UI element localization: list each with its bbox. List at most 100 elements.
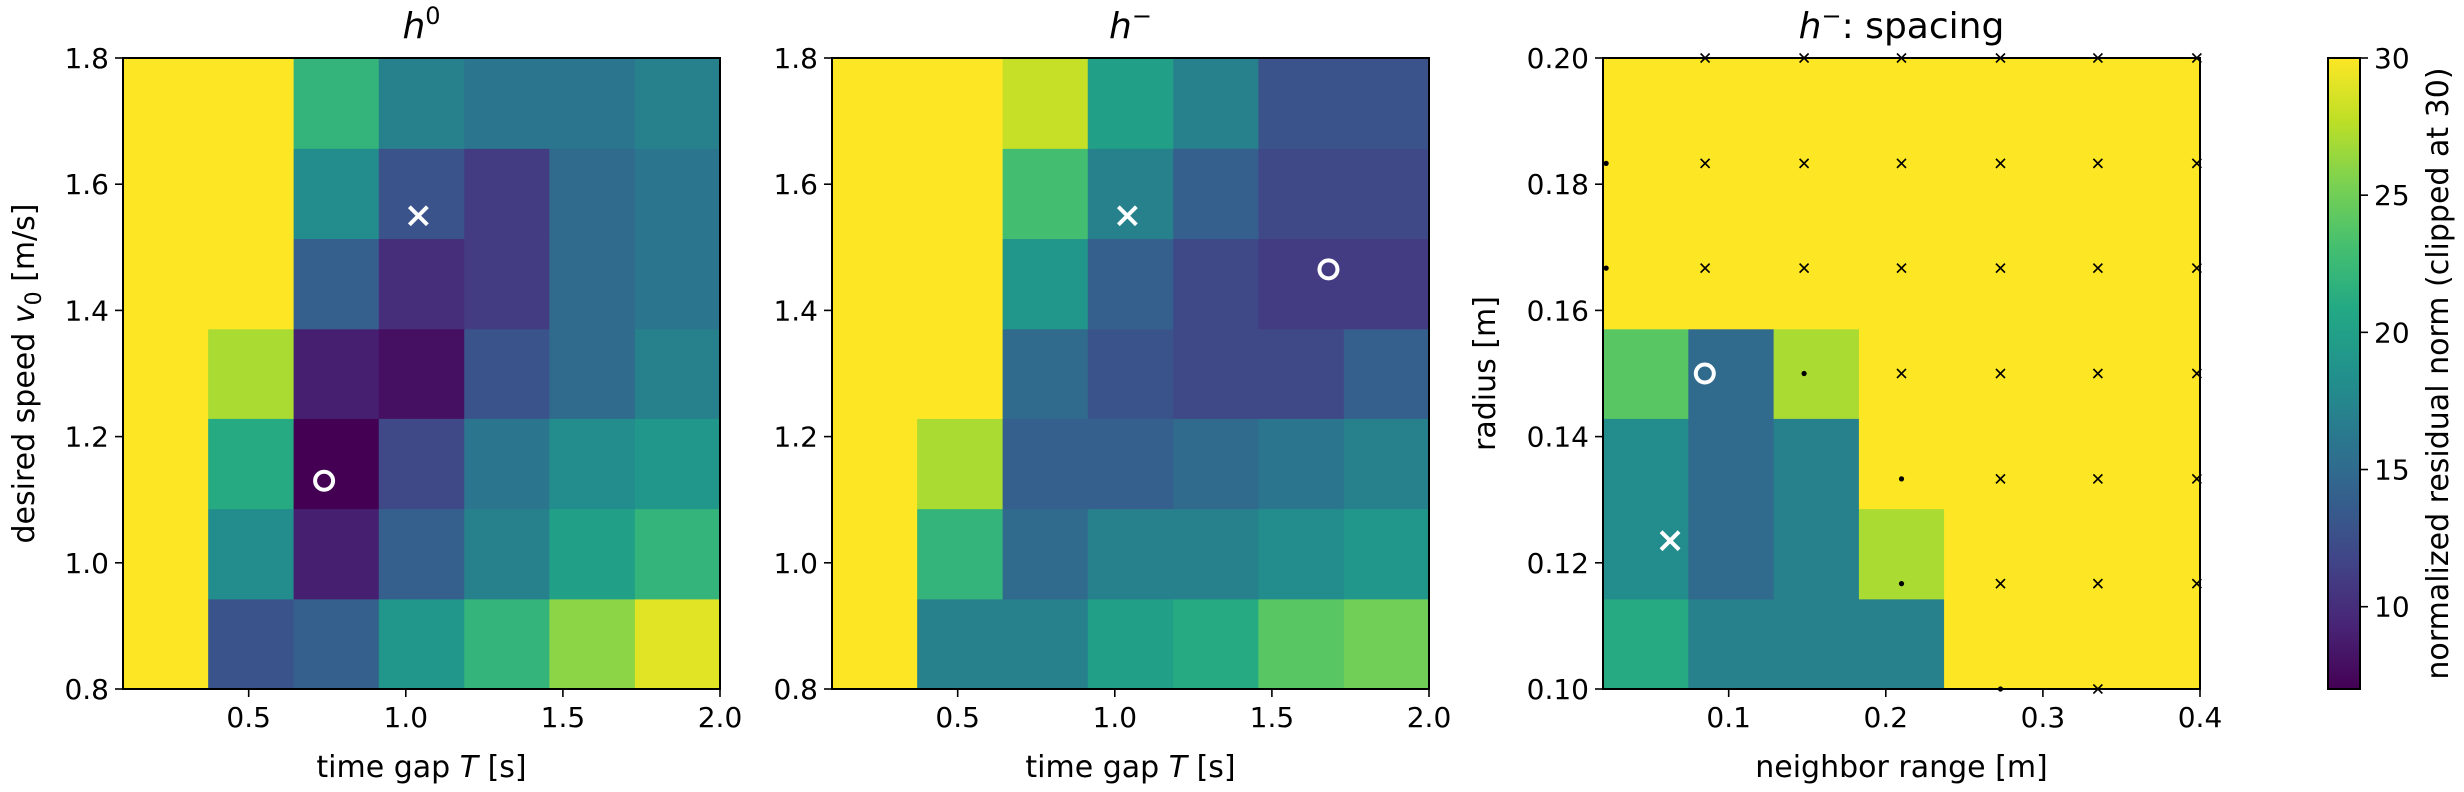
- heatmap-cell: [464, 598, 550, 690]
- heatmap-cell: [1173, 148, 1259, 240]
- heatmap-cell: [1944, 418, 2030, 510]
- heatmap-cell: [1688, 508, 1775, 600]
- heatmap-cell: [2029, 328, 2116, 419]
- heatmap-cell: [1688, 238, 1775, 330]
- x-tick-label: 0.5: [226, 701, 271, 734]
- heatmap-cell: [1087, 418, 1174, 510]
- heatmap-cell: [917, 508, 1004, 600]
- heatmap-cell: [917, 418, 1004, 510]
- heatmap-cell: [2029, 508, 2116, 600]
- small-dot-marker: [1898, 581, 1905, 587]
- heatmap-cell: [2029, 238, 2116, 330]
- small-x-marker: [1799, 158, 1810, 169]
- optimum-circle-marker: [1693, 362, 1716, 385]
- heatmap-cell: [1603, 148, 1689, 240]
- heatmap-cell: [634, 328, 721, 419]
- heatmap-cell: [832, 58, 918, 149]
- heatmap-cell: [464, 508, 550, 600]
- heatmap-cell: [1343, 598, 1430, 690]
- heatmap-cell: [208, 598, 295, 690]
- heatmap-cell: [634, 508, 721, 600]
- small-dot-marker: [1603, 265, 1609, 271]
- heatmap-cell: [1688, 598, 1775, 690]
- y-tick-label: 1.4: [64, 294, 109, 327]
- reference-cross-marker: [1116, 205, 1138, 227]
- heatmap-cell: [293, 418, 380, 510]
- heatmap-cell: [1944, 598, 2030, 690]
- heatmap-cell: [1858, 238, 1945, 330]
- heatmap-cell: [832, 598, 918, 690]
- panel-title: h−: spacing: [1799, 2, 2005, 47]
- heatmap-cell: [1343, 148, 1430, 240]
- y-tick-label: 0.8: [773, 673, 818, 706]
- heatmap-cell: [832, 508, 918, 600]
- heatmap-cell: [549, 238, 636, 330]
- heatmap-cell: [293, 508, 380, 600]
- heatmap-cell: [549, 508, 636, 600]
- y-tick-label: 0.16: [1527, 294, 1589, 327]
- heatmap-cell: [2114, 328, 2201, 419]
- heatmap-cell: [123, 238, 209, 330]
- heatmap-cell: [1343, 508, 1430, 600]
- heatmap-cell: [917, 328, 1004, 419]
- heatmap-cell: [549, 418, 636, 510]
- heatmap-cell: [2029, 418, 2116, 510]
- x-axis-label: neighbor range [m]: [1755, 750, 2048, 785]
- y-tick-label: 1.6: [773, 168, 818, 201]
- small-x-marker: [1995, 578, 2006, 589]
- heatmap-cell: [1603, 598, 1689, 690]
- heatmap-cell: [634, 148, 721, 240]
- heatmap-cell: [832, 328, 918, 419]
- heatmap-cell: [1002, 598, 1089, 690]
- small-x-marker: [1700, 263, 1711, 274]
- y-tick-label: 0.14: [1527, 421, 1589, 454]
- heatmap-cell: [917, 238, 1004, 330]
- heatmap-cell: [1002, 328, 1089, 419]
- heatmap-cell: [208, 238, 295, 330]
- colorbar-label: normalized residual norm (clipped at 30): [2421, 67, 2456, 679]
- heatmap-cell: [1173, 418, 1259, 510]
- heatmap-cell: [634, 58, 721, 149]
- heatmap-cell: [1173, 508, 1259, 600]
- heatmap-cell: [1087, 58, 1174, 149]
- heatmap-cell: [1343, 58, 1430, 149]
- heatmap-cell: [1173, 328, 1259, 419]
- heatmap-cell: [1258, 238, 1345, 330]
- heatmap-cell: [2029, 148, 2116, 240]
- heatmap-cell: [123, 598, 209, 690]
- reference-cross-marker: [407, 205, 429, 227]
- heatmap-cell: [1343, 238, 1430, 330]
- heatmap-cell: [1603, 508, 1689, 600]
- y-tick-label: 0.18: [1527, 168, 1589, 201]
- heatmap-cell: [1258, 508, 1345, 600]
- heatmap-cell: [1343, 328, 1430, 419]
- heatmap-cell: [549, 598, 636, 690]
- heatmap-cell: [2029, 58, 2116, 149]
- optimum-circle-marker: [1317, 258, 1340, 281]
- x-tick-label: 0.1: [1706, 701, 1751, 734]
- heatmap-cell: [123, 418, 209, 510]
- small-dot-marker: [1801, 370, 1807, 377]
- heatmap-cell: [1258, 58, 1345, 149]
- heatmap-cell: [378, 508, 465, 600]
- small-x-marker: [2092, 263, 2103, 274]
- small-x-marker: [2092, 578, 2103, 589]
- heatmap-cell: [917, 148, 1004, 240]
- heatmap-cell: [1258, 418, 1345, 510]
- heatmap-cell: [123, 508, 209, 600]
- colorbar-tick-label: 30: [2374, 42, 2410, 75]
- heatmap-cell: [1002, 508, 1089, 600]
- heatmap-cell: [293, 148, 380, 240]
- heatmap-cell: [1944, 328, 2030, 419]
- heatmap-cell: [1002, 58, 1089, 149]
- heatmap-cell: [123, 148, 209, 240]
- small-dot-marker: [1603, 160, 1609, 166]
- axes-frame: [1602, 57, 2201, 690]
- heatmap-cell: [1858, 58, 1945, 149]
- heatmap-cell: [378, 58, 465, 149]
- heatmap-cell: [1087, 328, 1174, 419]
- heatmap-cell: [917, 598, 1004, 690]
- heatmap-cell: [1087, 508, 1174, 600]
- x-tick-label: 0.3: [2021, 701, 2066, 734]
